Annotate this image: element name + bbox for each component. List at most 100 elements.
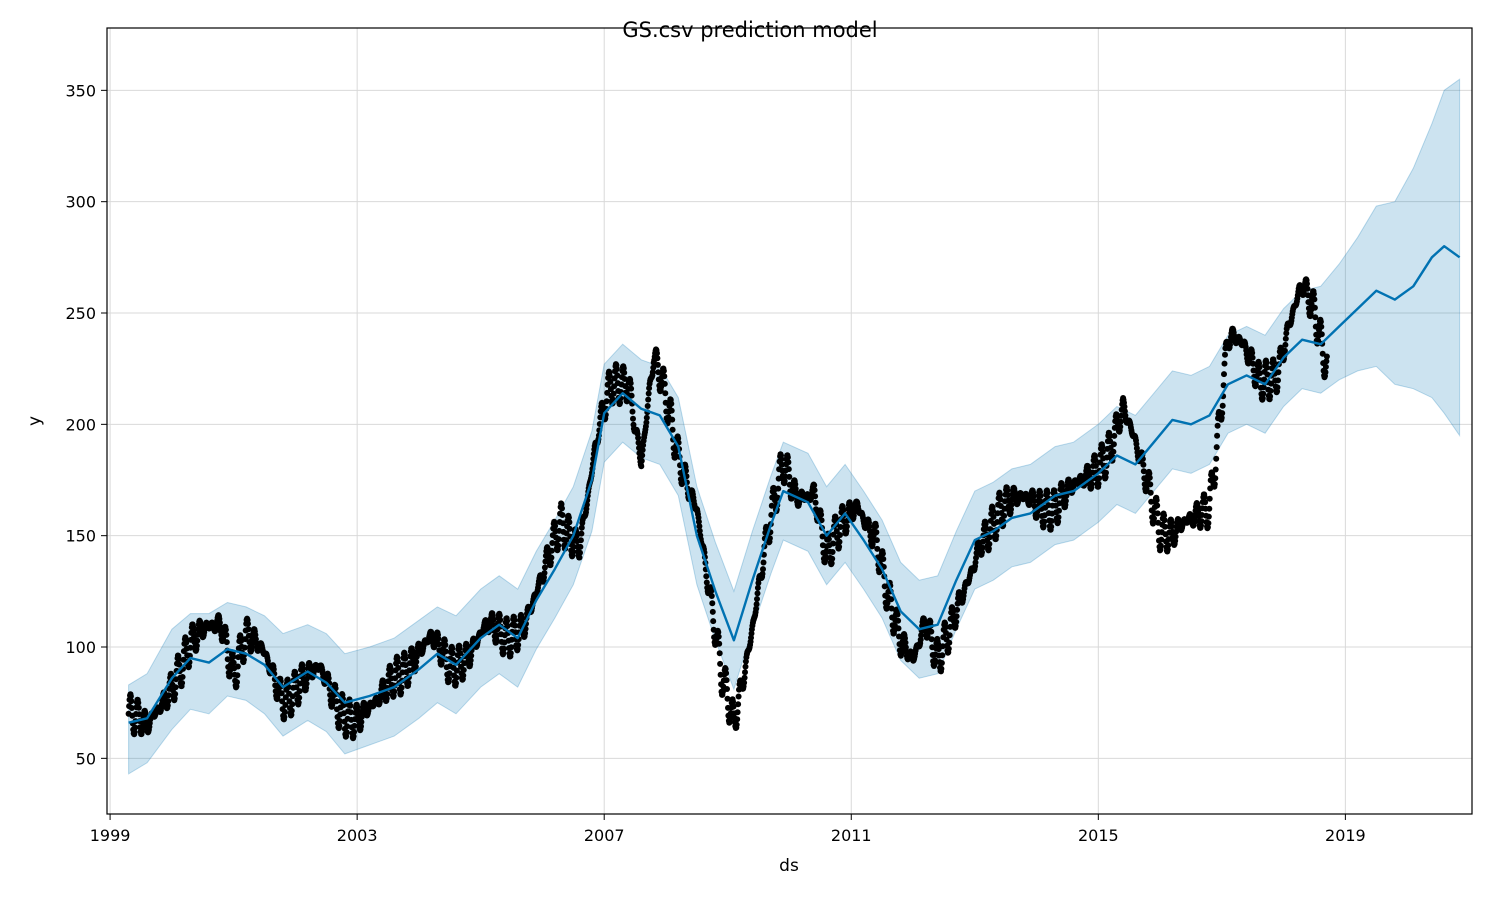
observed-point bbox=[1311, 304, 1318, 311]
observed-point bbox=[866, 523, 873, 530]
observed-point bbox=[1103, 454, 1110, 461]
observed-point bbox=[304, 675, 310, 682]
observed-point bbox=[234, 679, 240, 686]
observed-point bbox=[696, 527, 703, 534]
observed-point bbox=[873, 523, 879, 530]
observed-point bbox=[343, 729, 350, 736]
observed-point bbox=[628, 385, 635, 392]
observed-point bbox=[753, 605, 760, 612]
observed-point bbox=[1164, 546, 1171, 553]
observed-point bbox=[1267, 393, 1274, 400]
observed-point bbox=[888, 605, 895, 612]
observed-point bbox=[829, 549, 836, 555]
observed-point bbox=[1161, 517, 1168, 524]
observed-point bbox=[1157, 542, 1164, 549]
observed-point bbox=[234, 672, 241, 679]
observed-point bbox=[812, 493, 819, 500]
observed-point bbox=[1111, 432, 1118, 439]
observed-point bbox=[888, 596, 895, 603]
observed-point bbox=[566, 519, 573, 526]
observed-point bbox=[617, 399, 624, 406]
observed-point bbox=[453, 680, 459, 687]
observed-point bbox=[435, 635, 442, 642]
observed-point bbox=[1219, 410, 1226, 417]
observed-point bbox=[894, 611, 901, 618]
observed-point bbox=[709, 608, 716, 615]
observed-point bbox=[710, 618, 717, 625]
observed-point bbox=[1095, 480, 1102, 487]
observed-point bbox=[939, 652, 946, 659]
observed-point bbox=[723, 670, 730, 677]
observed-point bbox=[1001, 512, 1008, 519]
observed-point bbox=[945, 645, 952, 652]
plot-area-frame bbox=[106, 27, 1473, 815]
observed-point bbox=[1249, 349, 1256, 356]
observed-point bbox=[650, 364, 657, 371]
observed-point bbox=[1323, 358, 1330, 365]
observed-point bbox=[953, 613, 960, 620]
observed-point bbox=[754, 596, 760, 602]
observed-point bbox=[662, 390, 669, 397]
observed-point bbox=[604, 389, 611, 396]
observed-point bbox=[234, 663, 241, 670]
observed-point bbox=[733, 721, 740, 728]
observed-point bbox=[669, 426, 676, 433]
observed-point bbox=[1322, 363, 1329, 370]
observed-point bbox=[387, 669, 394, 676]
observed-point bbox=[654, 350, 660, 357]
observed-point bbox=[775, 485, 782, 492]
observed-point bbox=[1214, 422, 1221, 429]
observed-point bbox=[358, 719, 365, 725]
observed-point bbox=[508, 644, 515, 651]
observed-point bbox=[668, 407, 675, 414]
observed-point bbox=[164, 702, 171, 709]
observed-point bbox=[1205, 513, 1212, 520]
observed-point bbox=[979, 549, 985, 556]
observed-point bbox=[1055, 514, 1062, 521]
observed-point bbox=[566, 525, 573, 532]
observed-point bbox=[336, 722, 343, 729]
observed-point bbox=[1102, 474, 1109, 481]
observed-point bbox=[1322, 369, 1329, 376]
observed-point bbox=[165, 692, 172, 699]
observed-point bbox=[703, 579, 710, 586]
observed-point bbox=[994, 519, 1001, 525]
observed-point bbox=[577, 543, 584, 550]
observed-point bbox=[1323, 353, 1330, 360]
observed-point bbox=[643, 419, 650, 426]
observed-point bbox=[401, 651, 408, 658]
observed-point bbox=[1260, 384, 1267, 391]
observed-point bbox=[986, 534, 993, 541]
observed-point bbox=[490, 616, 497, 623]
observed-point bbox=[1268, 380, 1275, 387]
observed-point bbox=[638, 463, 645, 470]
observed-point bbox=[496, 612, 503, 619]
observed-point bbox=[132, 724, 139, 731]
observed-point bbox=[1048, 523, 1055, 530]
observed-point bbox=[741, 679, 748, 686]
observed-point bbox=[830, 540, 837, 547]
observed-point bbox=[639, 447, 646, 453]
observed-point bbox=[398, 689, 405, 696]
observed-point bbox=[457, 650, 464, 657]
observed-point bbox=[344, 723, 351, 730]
observed-point bbox=[1270, 359, 1277, 366]
observed-point bbox=[1205, 520, 1212, 527]
observed-point bbox=[435, 641, 442, 648]
observed-point bbox=[1110, 448, 1117, 455]
observed-point bbox=[1263, 364, 1270, 371]
observed-point bbox=[288, 707, 295, 714]
observed-point bbox=[270, 666, 277, 673]
observed-point bbox=[413, 653, 420, 660]
observed-point bbox=[843, 528, 850, 534]
observed-point bbox=[1147, 481, 1154, 488]
observed-point bbox=[709, 600, 716, 607]
observed-point bbox=[760, 559, 767, 566]
observed-point bbox=[982, 520, 989, 527]
observed-point bbox=[1206, 495, 1213, 502]
observed-point bbox=[245, 626, 252, 633]
observed-point bbox=[1092, 457, 1099, 464]
observed-point bbox=[946, 639, 953, 646]
observed-point bbox=[635, 434, 642, 441]
observed-point bbox=[1168, 523, 1175, 530]
